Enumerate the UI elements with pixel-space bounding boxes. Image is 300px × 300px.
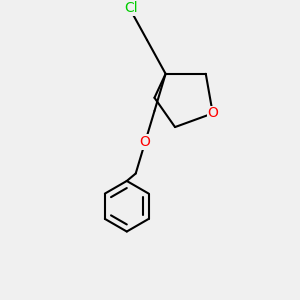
Text: Cl: Cl (124, 1, 138, 15)
Text: O: O (207, 106, 218, 120)
Text: O: O (140, 135, 151, 149)
